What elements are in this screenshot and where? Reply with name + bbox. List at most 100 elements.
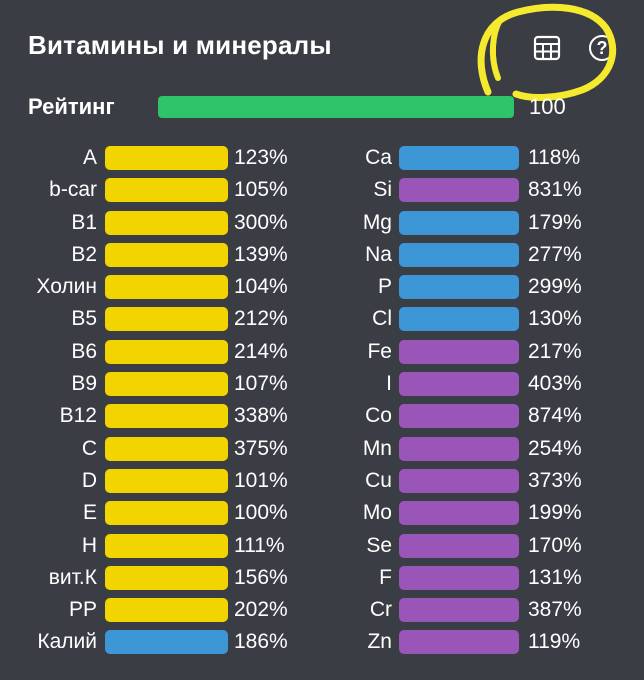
nutrient-name: Калий — [37, 630, 97, 654]
nutrient-name: E — [82, 501, 97, 525]
nutrient-percent: 118% — [528, 146, 581, 169]
nutrient-bar — [105, 372, 228, 397]
nutrient-name: D — [81, 468, 97, 492]
page-title: Витамины и минералы — [28, 30, 332, 60]
nutrient-bar — [399, 501, 519, 526]
nutrient-percent: 299% — [528, 275, 582, 299]
nutrient-bar — [105, 178, 228, 203]
nutrient-bar — [399, 468, 519, 493]
nutrient-bar — [105, 275, 228, 300]
nutrient-bar — [105, 210, 228, 235]
nutrient-name: Холин — [36, 275, 97, 299]
nutrient-bar — [105, 598, 228, 623]
rating-value: 100 — [529, 94, 566, 119]
nutrient-name: Mg — [362, 210, 392, 234]
nutrient-percent: 139% — [234, 242, 288, 266]
nutrient-name: Cl — [372, 307, 392, 331]
table-icon[interactable] — [533, 34, 561, 62]
nutrient-percent: 179% — [528, 210, 582, 234]
nutrient-percent: 212% — [234, 307, 288, 331]
nutrient-bar — [105, 242, 228, 267]
help-icon[interactable]: ? — [589, 35, 615, 61]
nutrient-percent: 300% — [234, 210, 288, 234]
nutrient-percent: 186% — [234, 630, 288, 654]
nutrient-bar — [105, 565, 228, 590]
nutrient-name: I — [386, 372, 392, 396]
nutrient-bar — [105, 533, 228, 558]
nutrient-percent: 105% — [234, 178, 288, 202]
nutrient-name: Co — [365, 404, 392, 428]
nutrient-bar — [105, 468, 228, 493]
rating-bar — [158, 96, 514, 118]
nutrient-bar — [399, 372, 519, 397]
nutrient-bar — [399, 565, 519, 590]
rating-bar-fill — [158, 96, 514, 118]
nutrient-bar — [105, 339, 228, 364]
nutrient-bar — [105, 404, 228, 429]
nutrient-bar — [105, 436, 228, 461]
nutrient-percent: 119% — [528, 630, 581, 654]
nutrient-name: A — [82, 146, 97, 169]
nutrient-bar — [105, 307, 228, 332]
nutrient-name: B12 — [59, 404, 97, 428]
nutrient-percent: 387% — [528, 598, 582, 622]
nutrient-percent: 170% — [528, 533, 582, 557]
nutrient-name: вит.К — [48, 565, 97, 589]
nutrient-bar — [399, 275, 519, 300]
nutrient-name: F — [379, 565, 392, 589]
nutrient-name: C — [81, 436, 97, 460]
nutrient-bar — [399, 598, 519, 623]
nutrient-percent: 338% — [234, 404, 288, 428]
nutrient-bar — [399, 630, 519, 655]
nutrient-name: B9 — [71, 372, 97, 396]
nutrient-percent: 831% — [528, 178, 582, 202]
help-glyph: ? — [596, 38, 608, 58]
nutrient-bar — [399, 533, 519, 558]
nutrient-percent: 130% — [528, 307, 582, 331]
nutrient-bar — [105, 630, 228, 655]
nutrient-percent: 100% — [234, 501, 288, 525]
nutrient-name: Mo — [362, 501, 392, 525]
nutrient-percent: 373% — [528, 468, 582, 492]
nutrient-name: Zn — [367, 630, 392, 654]
nutrient-percent: 123% — [234, 146, 288, 169]
nutrient-percent: 874% — [528, 404, 582, 428]
nutrient-percent: 375% — [234, 436, 288, 460]
nutrient-name: Cu — [365, 468, 392, 492]
nutrient-name: b-car — [49, 178, 97, 202]
nutrient-percent: 104% — [234, 275, 288, 299]
nutrient-percent: 131% — [528, 565, 582, 589]
nutrient-name: Cr — [369, 598, 392, 622]
nutrient-percent: 214% — [234, 339, 288, 363]
rating-label: Рейтинг — [28, 94, 115, 119]
nutrient-percent: 101% — [234, 468, 288, 492]
nutrient-name: Na — [365, 242, 392, 266]
nutrient-bar — [105, 146, 228, 170]
nutrient-percent: 107% — [234, 372, 288, 396]
nutrient-percent: 199% — [528, 501, 582, 525]
nutrient-percent: 111% — [234, 533, 285, 557]
nutrient-name: Si — [373, 178, 392, 202]
nutrient-percent: 156% — [234, 565, 288, 589]
nutrient-percent: 217% — [528, 339, 582, 363]
nutrient-bar — [399, 404, 519, 429]
nutrient-name: Se — [366, 533, 392, 557]
nutrient-name: PP — [68, 598, 97, 622]
nutrient-bar — [399, 178, 519, 203]
nutrient-name: Ca — [365, 146, 392, 169]
nutrient-bar — [399, 307, 519, 332]
nutrient-name: B1 — [71, 210, 97, 234]
nutrient-bar — [105, 501, 228, 526]
nutrient-percent: 277% — [528, 242, 582, 266]
nutrient-bar — [399, 146, 519, 170]
nutrient-name: P — [377, 275, 392, 299]
nutrient-percent: 254% — [528, 436, 582, 460]
nutrient-bar — [399, 242, 519, 267]
nutrient-bar — [399, 210, 519, 235]
nutrient-name: B2 — [71, 242, 97, 266]
nutrient-name: Fe — [367, 339, 392, 363]
nutrient-bar — [399, 339, 519, 364]
nutrient-percent: 202% — [234, 598, 288, 622]
nutrient-name: H — [81, 533, 97, 557]
nutrient-name: B6 — [71, 339, 97, 363]
